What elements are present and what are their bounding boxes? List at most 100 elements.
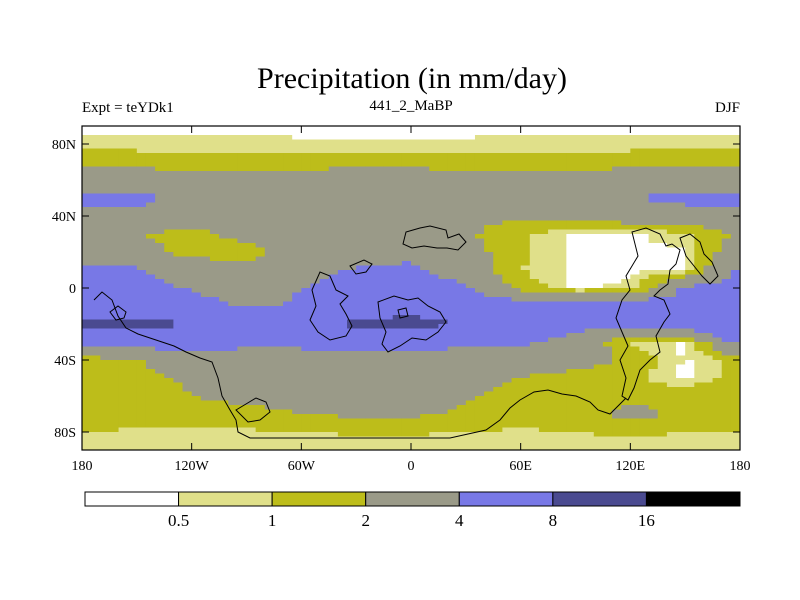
precip-cell: [447, 360, 458, 366]
precip-cell: [465, 423, 476, 429]
precip-cell: [319, 279, 330, 285]
precip-cell: [456, 157, 467, 163]
precip-cell: [538, 405, 549, 411]
precip-cell: [575, 382, 586, 388]
precip-cell: [319, 292, 330, 298]
precip-cell: [529, 378, 540, 384]
precip-cell: [255, 292, 266, 298]
precip-cell: [484, 202, 494, 208]
precip-cell: [520, 396, 531, 402]
precip-cell: [566, 301, 577, 307]
precip-cell: [328, 198, 339, 204]
precip-cell: [657, 265, 668, 271]
precip-cell: [337, 189, 348, 195]
precip-cell: [465, 148, 476, 154]
precip-cell: [118, 369, 129, 375]
precip-cell: [328, 337, 339, 343]
precip-cell: [447, 333, 458, 339]
precip-cell: [465, 126, 476, 132]
precip-cell: [118, 391, 129, 397]
precip-cell: [429, 360, 440, 366]
precip-cell: [82, 328, 92, 334]
precip-cell: [721, 369, 732, 375]
precip-cell: [666, 297, 677, 303]
precip-cell: [255, 198, 266, 204]
precip-cell: [566, 144, 577, 150]
precip-cell: [666, 427, 677, 433]
precip-cell: [730, 193, 740, 199]
precip-cell: [411, 229, 421, 235]
precip-cell: [219, 274, 229, 280]
precip-cell: [575, 409, 586, 415]
precip-cell: [145, 423, 156, 429]
precip-cell: [155, 418, 165, 424]
precip-cell: [383, 297, 394, 303]
precip-cell: [356, 319, 366, 325]
precip-cell: [191, 400, 202, 406]
precip-cell: [356, 144, 366, 150]
precip-cell: [456, 346, 467, 352]
precip-cell: [118, 148, 129, 154]
precip-cell: [456, 184, 467, 190]
precip-cell: [630, 247, 641, 253]
precip-cell: [411, 387, 421, 393]
precip-cell: [383, 166, 394, 172]
precip-cell: [136, 184, 147, 190]
precip-cell: [264, 369, 275, 375]
precip-cell: [127, 247, 138, 253]
precip-cell: [246, 391, 257, 397]
precip-cell: [456, 391, 467, 397]
precip-cell: [328, 220, 339, 226]
precip-cell: [273, 364, 284, 370]
precip-cell: [557, 216, 567, 222]
precip-cell: [228, 144, 238, 150]
precip-cell: [520, 229, 531, 235]
precip-cell: [209, 247, 220, 253]
precip-cell: [200, 261, 211, 267]
precip-cell: [447, 369, 458, 375]
precip-cell: [538, 342, 549, 348]
precip-cell: [191, 252, 202, 258]
precip-cell: [575, 175, 586, 181]
precip-cell: [237, 378, 248, 384]
precip-cell: [118, 328, 129, 334]
precip-cell: [438, 247, 449, 253]
precip-cell: [429, 378, 440, 384]
precip-cell: [255, 315, 266, 321]
precip-cell: [255, 364, 266, 370]
precip-cell: [136, 427, 147, 433]
precip-cell: [127, 382, 138, 388]
precip-cell: [127, 252, 138, 258]
precip-cell: [703, 432, 714, 438]
precip-cell: [100, 148, 111, 154]
precip-cell: [264, 360, 275, 366]
precip-cell: [292, 418, 302, 424]
precip-cell: [420, 234, 430, 240]
precip-cell: [447, 274, 458, 280]
precip-cell: [676, 378, 686, 384]
precip-cell: [520, 139, 531, 145]
precip-cell: [529, 135, 540, 141]
precip-cell: [593, 405, 604, 411]
precip-cell: [219, 360, 229, 366]
precip-cell: [155, 247, 165, 253]
precip-cell: [109, 328, 120, 334]
precip-cell: [593, 130, 604, 136]
precip-cell: [292, 355, 302, 361]
precip-cell: [310, 396, 321, 402]
precip-cell: [191, 346, 202, 352]
precip-cell: [648, 135, 659, 141]
precip-cell: [328, 369, 339, 375]
precip-cell: [100, 418, 111, 424]
precip-cell: [648, 270, 659, 276]
precip-cell: [383, 292, 394, 298]
precip-cell: [228, 432, 238, 438]
precip-cell: [685, 405, 695, 411]
precip-cell: [538, 220, 549, 226]
precip-cell: [273, 418, 284, 424]
precip-cell: [328, 139, 339, 145]
precip-cell: [520, 157, 531, 163]
precip-cell: [392, 157, 403, 163]
precip-cell: [264, 364, 275, 370]
precip-cell: [465, 234, 476, 240]
